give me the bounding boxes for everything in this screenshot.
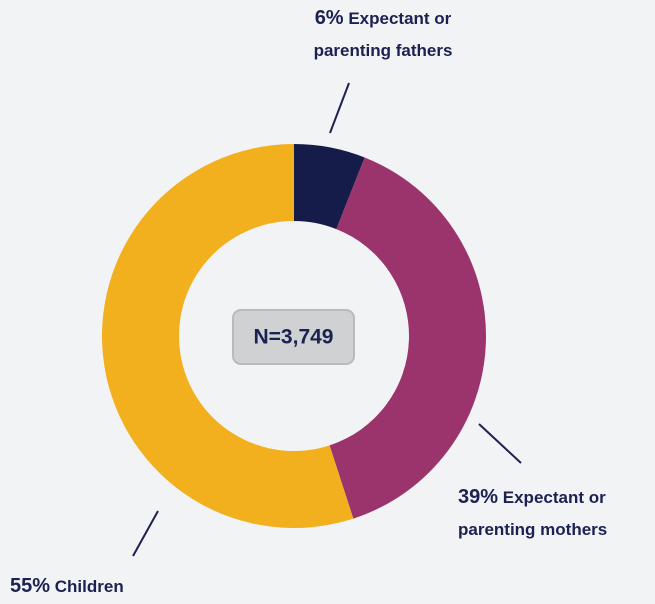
category-label: Children [54,577,124,596]
annotation-box [232,309,355,365]
slice-label: 55% Children [10,570,260,603]
slice-label: 39% Expectant or parenting mothers [458,481,648,546]
value-label: 6% [314,7,344,29]
donut-slice [329,157,486,519]
donut-slice [101,144,354,528]
value-label: 39% [458,486,499,508]
leader-line [132,510,159,557]
donut-slice [294,144,365,230]
leader-line [329,82,350,134]
leader-line [478,423,522,464]
category-label: Expectant or parenting mothers [458,488,608,539]
slice-label: 6% Expectant or parenting fathers [298,2,468,67]
annotation: N=3,749 [254,326,334,349]
slices [101,144,486,528]
category-label: Expectant or parenting fathers [313,9,453,60]
value-label: 55% [10,575,51,597]
